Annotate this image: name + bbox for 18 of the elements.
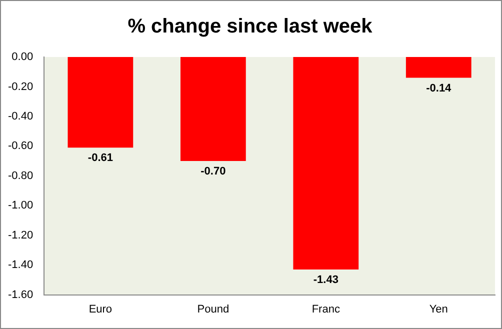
chart-title: % change since last week: [128, 16, 374, 38]
x-tick-label: Franc: [312, 303, 340, 316]
x-tick-label: Pound: [197, 303, 230, 316]
y-tick-label: -1.40: [8, 259, 34, 272]
y-tick-label: -1.20: [8, 229, 34, 242]
y-tick-label: 0.00: [12, 51, 34, 64]
y-tick-label: -0.20: [8, 80, 34, 93]
y-tick-label: -0.40: [8, 110, 34, 122]
x-tick-label: Yen: [429, 303, 448, 316]
data-label: -0.14: [426, 82, 452, 94]
y-tick-label: -1.00: [8, 200, 34, 212]
y-tick-label: -1.60: [8, 288, 34, 301]
data-label: -1.43: [313, 274, 338, 286]
data-label: -0.70: [200, 166, 226, 178]
y-tick-label: -0.60: [8, 140, 34, 152]
x-tick-label: Euro: [88, 303, 112, 316]
data-label: -0.61: [88, 152, 113, 164]
y-tick-label: -0.80: [8, 170, 34, 182]
